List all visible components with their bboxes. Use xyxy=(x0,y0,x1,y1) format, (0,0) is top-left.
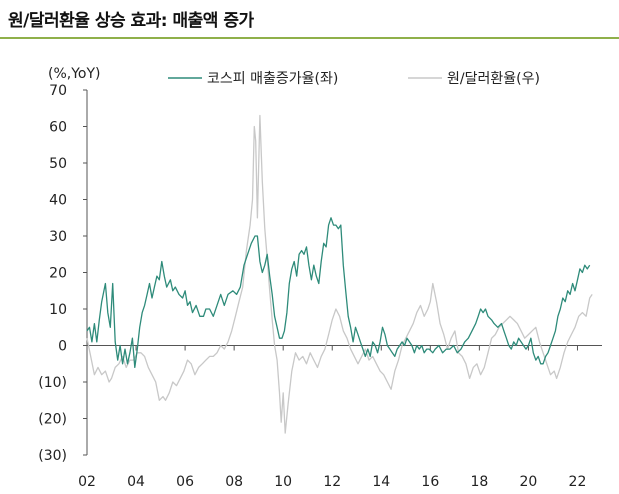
y-tick-label: 0 xyxy=(58,339,67,355)
x-tick-label: 14 xyxy=(372,474,390,490)
x-tick-label: 08 xyxy=(225,474,243,490)
x-tick-label: 06 xyxy=(176,474,194,490)
x-tick-label: 10 xyxy=(274,474,292,490)
y-tick-label: 60 xyxy=(49,120,67,136)
y-tick-label: (20) xyxy=(38,412,67,428)
y-tick-label: 40 xyxy=(49,193,67,209)
axes: 70 60 50 40 30 20 10 0 (10) (20) (30) 02 04 06 08 10 12 1… xyxy=(38,83,602,490)
chart-title: 원/달러환율 상승 효과: 매출액 증가 xyxy=(8,11,254,31)
y-tick-label: 70 xyxy=(49,83,67,99)
legend-label-usd-krw: 원/달러환율(우) xyxy=(447,71,540,87)
x-tick-label: 22 xyxy=(569,474,587,490)
legend-label-kospi-sales: 코스피 매출증가율(좌) xyxy=(207,71,338,87)
x-tick-label: 12 xyxy=(323,474,341,490)
x-tick-label: 04 xyxy=(127,474,145,490)
y-tick-label: 20 xyxy=(49,266,67,282)
y-tick-label: 10 xyxy=(49,302,67,318)
x-tick-label: 02 xyxy=(78,474,96,490)
title-underline xyxy=(0,37,619,39)
x-tick-label: 20 xyxy=(520,474,538,490)
series-layer xyxy=(86,114,593,434)
y-tick-label: 50 xyxy=(49,156,67,172)
y-tick-label: (10) xyxy=(38,375,67,391)
x-tick-label: 16 xyxy=(421,474,439,490)
y-tick-label: 30 xyxy=(49,229,67,245)
x-tick-label: 18 xyxy=(470,474,488,490)
y-axis-label: (%,YoY) xyxy=(48,66,101,82)
series-line-usd-krw xyxy=(86,114,593,434)
series-line-kospi-sales xyxy=(86,217,591,369)
y-tick-label: (30) xyxy=(38,448,67,464)
